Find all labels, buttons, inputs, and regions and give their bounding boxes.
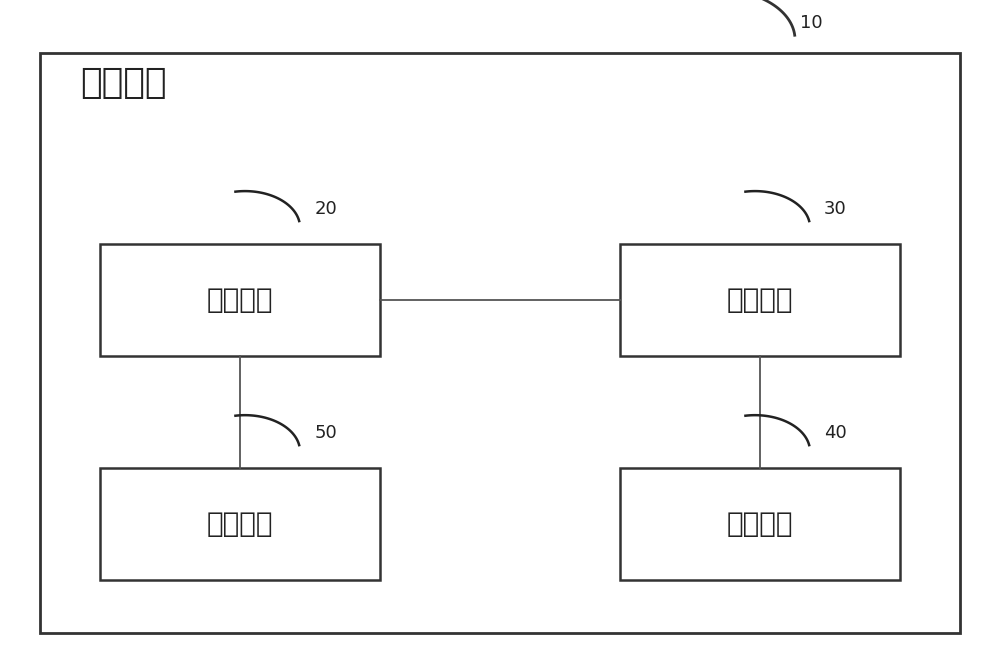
- Text: 采集模块: 采集模块: [727, 286, 793, 314]
- Bar: [40, 53, 960, 633]
- Bar: [100, 244, 380, 356]
- Text: 显示装置: 显示装置: [80, 66, 166, 100]
- Bar: [620, 244, 900, 356]
- Text: 调节模块: 调节模块: [207, 510, 273, 538]
- Text: 50: 50: [314, 424, 337, 442]
- Text: 30: 30: [824, 200, 847, 217]
- Text: 40: 40: [824, 424, 847, 442]
- Bar: [620, 468, 900, 580]
- Text: 控制模块: 控制模块: [727, 510, 793, 538]
- Text: 显示模块: 显示模块: [207, 286, 273, 314]
- Text: 10: 10: [800, 14, 823, 32]
- Bar: [100, 468, 380, 580]
- Text: 20: 20: [314, 200, 337, 217]
